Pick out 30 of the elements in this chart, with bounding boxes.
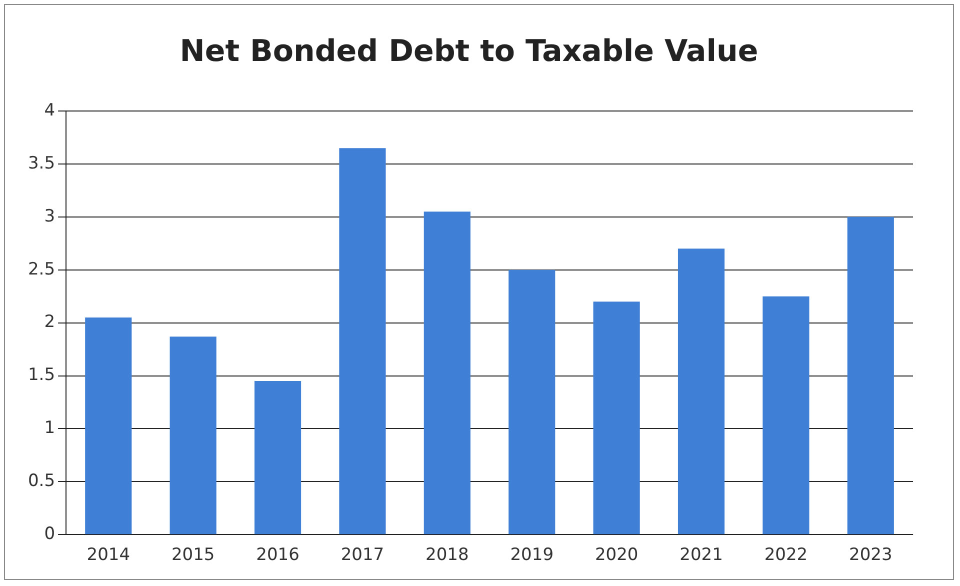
y-tick-label: 0.5 [28, 471, 56, 492]
y-tick-label: 2 [44, 312, 56, 332]
bar [847, 216, 894, 534]
bar [508, 270, 556, 534]
x-tick-label: 2015 [171, 545, 215, 566]
bar [424, 212, 470, 534]
bar [678, 248, 725, 534]
x-tick-label: 2020 [594, 545, 638, 566]
x-tick-label: 2019 [510, 545, 554, 566]
x-tick-label: 2023 [849, 545, 892, 566]
y-tick-label: 0 [44, 524, 56, 544]
chart-title: Net Bonded Debt to Taxable Value [180, 34, 758, 69]
y-tick-label: 1.5 [28, 365, 56, 386]
x-tick-label: 2016 [256, 545, 300, 566]
y-tick-label: 4 [44, 100, 56, 120]
bar [85, 318, 132, 534]
bar [762, 296, 810, 534]
x-tick-label: 2017 [340, 545, 384, 566]
x-tick-label: 2021 [680, 545, 723, 566]
bar [254, 381, 302, 534]
bar [593, 302, 640, 534]
bar [339, 148, 386, 534]
x-tick-label: 2018 [426, 545, 469, 566]
y-tick-label: 1 [44, 418, 56, 438]
y-tick-label: 3 [44, 206, 56, 226]
y-tick-label: 3.5 [28, 153, 56, 174]
y-tick-label: 2.5 [28, 259, 56, 280]
x-tick-label: 2014 [86, 545, 130, 566]
x-tick-label: 2022 [764, 545, 808, 566]
bar [170, 336, 216, 534]
